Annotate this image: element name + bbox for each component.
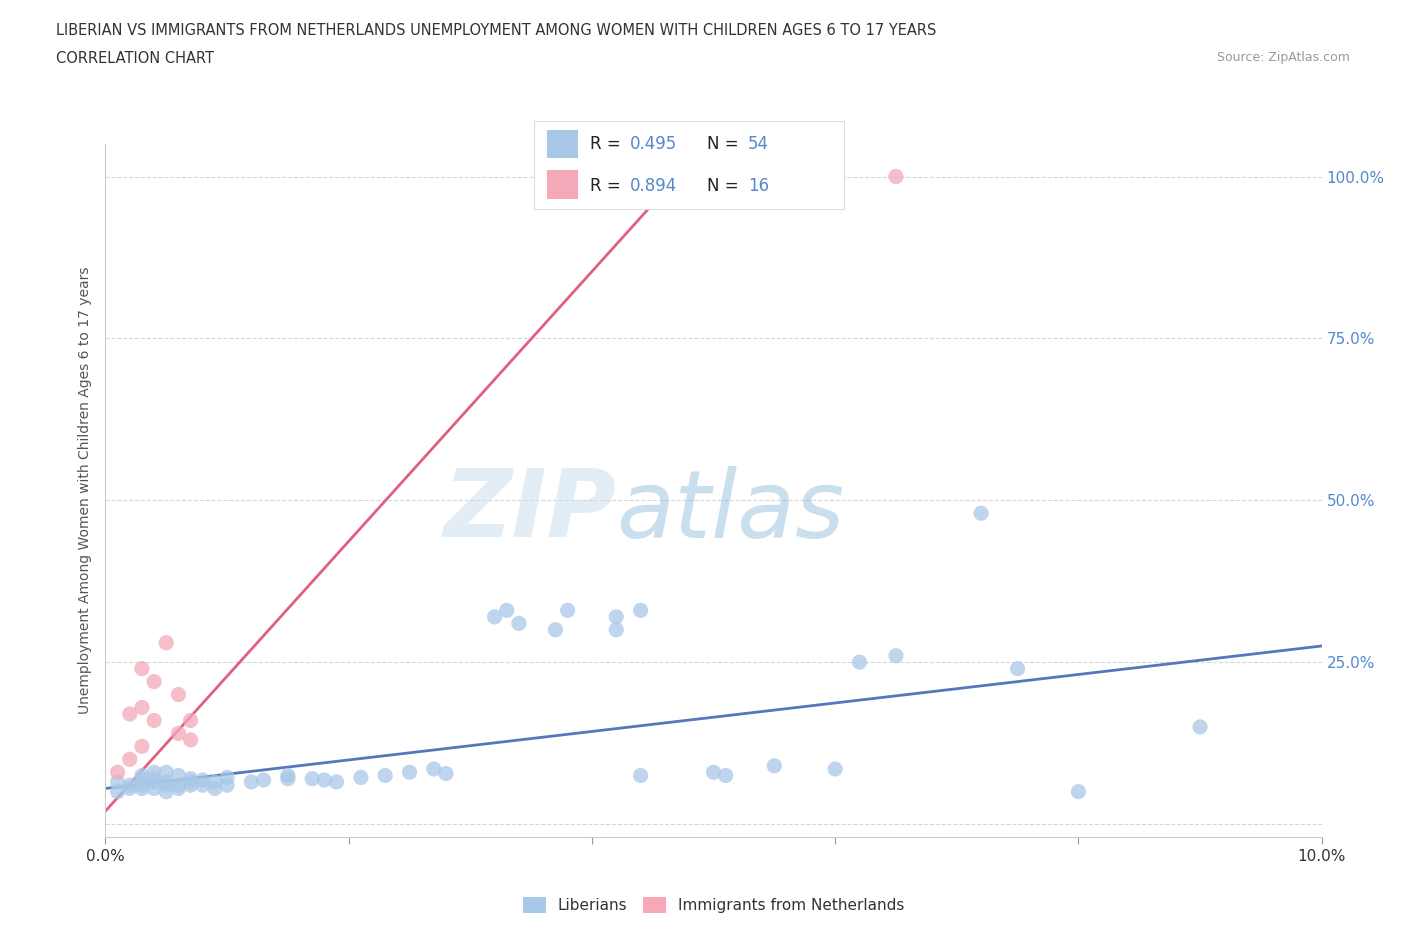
Point [167,768,190,783]
Point [630,169,652,184]
Point [630,603,652,618]
Point [217,777,239,792]
Text: atlas: atlas [616,466,845,557]
Bar [547,170,578,199]
Legend: Liberians, Immigrants from Netherlands: Liberians, Immigrants from Netherlands [516,891,911,920]
Text: 0.894: 0.894 [630,178,678,195]
Point [191,773,214,788]
Bar [547,129,578,158]
Point [180,777,202,792]
Text: ZIP: ZIP [443,465,616,557]
Point [143,674,166,689]
Point [155,784,177,799]
Point [155,777,177,792]
Point [763,758,786,773]
Point [167,687,190,702]
Point [118,751,141,766]
Point [155,764,177,779]
Point [1067,784,1090,799]
Text: 0.495: 0.495 [630,135,678,153]
Point [557,603,579,618]
Point [314,773,336,788]
Point [605,609,627,624]
Point [434,766,457,781]
Point [605,622,627,637]
Point [167,726,190,741]
Point [824,762,846,777]
Point [143,764,166,779]
Point [350,770,373,785]
Point [180,713,202,728]
Point [702,764,725,779]
Text: R =: R = [591,178,626,195]
Point [167,781,190,796]
Text: N =: N = [707,135,744,153]
Point [204,775,226,790]
Point [1007,661,1029,676]
Point [131,771,153,786]
Point [217,770,239,785]
Point [143,775,166,790]
Text: CORRELATION CHART: CORRELATION CHART [56,51,214,66]
Point [107,784,129,799]
Point [325,775,347,790]
Point [143,713,166,728]
Point [143,771,166,786]
Point [630,768,652,783]
Point [118,777,141,792]
Point [252,773,274,788]
Point [848,655,870,670]
Text: R =: R = [591,135,626,153]
Point [180,771,202,786]
Point [131,781,153,796]
Point [544,622,567,637]
Point [484,609,506,624]
Point [167,777,190,792]
Point [398,764,420,779]
Text: 54: 54 [748,135,769,153]
Point [884,169,907,184]
Point [107,764,129,779]
Point [374,768,396,783]
Point [131,700,153,715]
Point [191,777,214,792]
Text: 16: 16 [748,178,769,195]
Point [143,781,166,796]
Point [180,733,202,748]
Point [301,771,323,786]
Point [204,781,226,796]
Point [495,603,517,618]
Text: LIBERIAN VS IMMIGRANTS FROM NETHERLANDS UNEMPLOYMENT AMONG WOMEN WITH CHILDREN A: LIBERIAN VS IMMIGRANTS FROM NETHERLANDS … [56,23,936,38]
Point [277,768,299,783]
Point [970,506,993,521]
Point [884,648,907,663]
Point [702,169,725,184]
Point [131,768,153,783]
Point [277,771,299,786]
Point [423,762,446,777]
Point [1188,720,1211,735]
Point [714,768,737,783]
Point [155,635,177,650]
Point [180,775,202,790]
Point [155,775,177,790]
Point [131,739,153,754]
Y-axis label: Unemployment Among Women with Children Ages 6 to 17 years: Unemployment Among Women with Children A… [79,267,93,714]
Text: N =: N = [707,178,744,195]
Point [131,777,153,792]
Text: Source: ZipAtlas.com: Source: ZipAtlas.com [1216,51,1350,64]
Point [118,707,141,722]
Point [240,775,263,790]
Point [118,781,141,796]
Point [508,616,530,631]
Point [107,775,129,790]
Point [131,661,153,676]
